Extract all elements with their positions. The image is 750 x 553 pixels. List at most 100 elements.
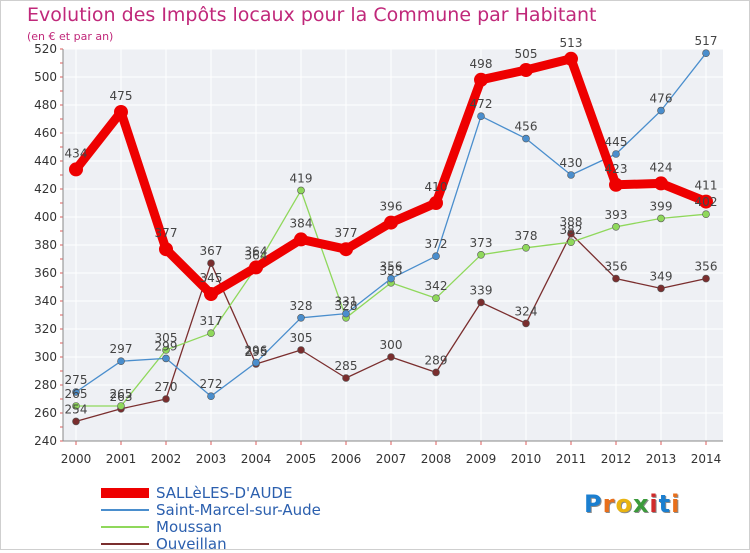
data-point (657, 106, 665, 115)
data-label: 424 (650, 160, 673, 174)
logo-letter: P (584, 490, 603, 518)
legend-item-moussan[interactable]: Moussan (101, 518, 361, 536)
y-tick-label: 360 (34, 266, 57, 280)
x-tick-label: 2008 (421, 452, 452, 466)
x-tick-label: 2013 (646, 452, 677, 466)
data-point (207, 392, 215, 401)
legend-label: SALLèLES-D'AUDE (156, 484, 293, 502)
data-point (477, 112, 485, 120)
legend-item-ouveillan[interactable]: Ouveillan (101, 535, 361, 553)
data-label: 305 (290, 331, 313, 345)
data-label: 378 (515, 229, 538, 243)
legend-swatch (101, 488, 149, 498)
legend-item-saint-marcel[interactable]: Saint-Marcel-sur-Aude (101, 501, 361, 519)
data-point (657, 214, 665, 223)
x-tick-label: 2003 (196, 452, 227, 466)
data-label: 305 (155, 331, 178, 345)
y-tick-label: 480 (34, 98, 57, 112)
data-label: 328 (335, 299, 358, 313)
data-point (654, 176, 668, 191)
data-label: 430 (560, 156, 583, 170)
data-point (567, 230, 575, 238)
data-point (294, 232, 308, 247)
data-point (612, 223, 620, 231)
data-point (429, 196, 443, 210)
data-point (519, 63, 533, 77)
y-tick-label: 520 (34, 42, 57, 56)
legend-item-sallelles[interactable]: SALLèLES-D'AUDE (101, 484, 361, 502)
data-point (384, 215, 398, 230)
y-tick-label: 280 (34, 378, 57, 392)
data-label: 372 (425, 237, 448, 251)
legend-swatch (101, 543, 149, 545)
data-label: 377 (155, 226, 178, 240)
data-label: 402 (695, 195, 718, 209)
y-tick-label: 300 (34, 350, 57, 364)
data-label: 299 (155, 339, 178, 353)
logo-letter: r (602, 490, 616, 518)
data-label: 296 (245, 344, 268, 358)
data-point (702, 49, 710, 58)
data-label: 345 (200, 271, 223, 285)
data-label: 382 (560, 223, 583, 237)
data-label: 356 (695, 260, 718, 274)
data-label: 399 (650, 199, 673, 213)
data-point (342, 309, 350, 318)
data-label: 342 (425, 279, 448, 293)
data-label: 270 (155, 380, 178, 394)
data-point (117, 357, 125, 366)
data-label: 295 (245, 345, 268, 359)
data-point (387, 274, 395, 283)
data-point (612, 150, 620, 158)
data-point (567, 171, 575, 179)
chart-title: Evolution des Impôts locaux pour la Comm… (27, 4, 597, 26)
data-label: 367 (200, 244, 223, 258)
data-label: 423 (605, 162, 628, 176)
data-label: 339 (470, 283, 493, 297)
data-point (564, 51, 578, 66)
data-point (474, 72, 488, 87)
y-tick-label: 260 (34, 406, 57, 420)
data-point (657, 284, 665, 293)
data-point (72, 402, 80, 410)
data-label: 373 (470, 236, 493, 250)
data-label: 317 (200, 314, 223, 328)
data-point (162, 354, 170, 363)
data-label: 475 (110, 89, 133, 103)
legend-label: Moussan (156, 518, 222, 536)
data-label: 272 (200, 377, 223, 391)
data-point (162, 346, 170, 354)
data-point (387, 353, 395, 361)
data-point (522, 319, 530, 328)
data-label: 384 (290, 216, 313, 230)
data-point (207, 329, 215, 338)
x-tick-label: 2006 (331, 452, 362, 466)
data-label: 349 (650, 269, 673, 283)
data-point (159, 242, 173, 257)
data-label: 254 (65, 402, 88, 416)
logo-letter: t (658, 490, 672, 518)
data-point (339, 242, 353, 257)
data-point (297, 313, 305, 322)
x-tick-label: 2011 (556, 452, 587, 466)
data-label: 393 (605, 208, 628, 222)
data-label: 498 (470, 57, 493, 71)
data-point (699, 194, 713, 209)
data-label: 472 (470, 97, 493, 111)
data-point (342, 374, 350, 382)
y-tick-label: 460 (34, 126, 57, 140)
data-label: 377 (335, 226, 358, 240)
data-point (297, 346, 305, 354)
data-point (522, 244, 530, 252)
data-point (72, 417, 80, 426)
x-tick-label: 2000 (61, 452, 92, 466)
y-tick-label: 500 (34, 70, 57, 84)
data-label: 328 (290, 299, 313, 313)
data-point (252, 358, 260, 367)
data-point (702, 210, 710, 218)
data-point (117, 402, 125, 410)
data-label: 476 (650, 92, 673, 106)
data-label: 353 (380, 264, 403, 278)
